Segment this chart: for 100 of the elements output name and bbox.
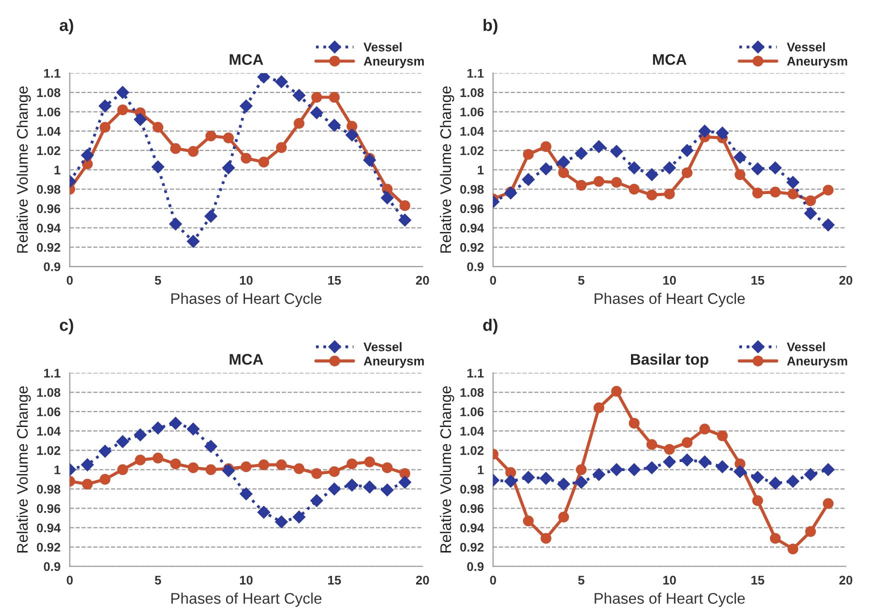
x-tick-label: 0 [490, 576, 496, 585]
point [328, 118, 341, 132]
x-axis-title: Phases of Heart Cycle [171, 592, 322, 607]
point [116, 86, 130, 99]
point [346, 128, 358, 142]
point [663, 161, 676, 174]
point [310, 494, 324, 508]
y-tick-label: 1.1 [467, 368, 484, 378]
y-tick-label: 1.08 [37, 388, 60, 397]
point [364, 456, 375, 468]
point [751, 162, 764, 176]
point [752, 495, 764, 506]
point [628, 418, 640, 429]
legend-label: Vessel [786, 42, 825, 52]
point [292, 88, 306, 102]
y-tick-label: 0.96 [460, 504, 484, 513]
point [294, 118, 304, 129]
y-tick-label: 0.94 [460, 224, 484, 232]
text: b) [484, 18, 498, 34]
point [770, 532, 781, 544]
point [80, 458, 94, 472]
point [540, 472, 552, 485]
x-axis-title: Phases of Heart Cycle [594, 592, 745, 607]
text: a) [60, 18, 74, 34]
y-tick-label: 0.98 [460, 184, 484, 194]
point [292, 510, 306, 524]
point [294, 463, 304, 474]
legend-label: Vessel [364, 342, 402, 352]
point [734, 150, 746, 164]
point [611, 176, 622, 188]
point [240, 487, 253, 500]
point [663, 455, 676, 468]
y-tick-label: 0.92 [460, 542, 484, 552]
y-tick-label: 0.9 [467, 262, 484, 272]
point [822, 184, 834, 196]
point [328, 466, 340, 477]
x-tick-label: 10 [240, 276, 253, 285]
x-tick-label: 5 [578, 576, 584, 585]
point [610, 145, 623, 158]
y-tick-label: 1.02 [37, 446, 60, 455]
legend-label: Vessel [364, 42, 402, 52]
y-tick-label: 1 [478, 466, 484, 474]
point [152, 160, 164, 174]
point [80, 148, 94, 162]
y-tick-label: 0.92 [36, 242, 60, 252]
y-axis-title: Relative Volume Change [440, 86, 454, 253]
point [734, 169, 746, 180]
point [786, 474, 800, 488]
x-tick-label: 15 [751, 576, 764, 585]
point [522, 148, 534, 160]
point [258, 459, 270, 470]
y-tick-label: 1.06 [460, 407, 484, 416]
point [398, 214, 412, 227]
y-tick-label: 0.92 [36, 542, 60, 552]
point [698, 124, 712, 138]
y-tick-label: 1.08 [460, 388, 484, 397]
y-tick-label: 1.06 [37, 108, 60, 116]
point [188, 462, 199, 474]
y-tick-label: 1.1 [44, 368, 60, 378]
point [646, 439, 658, 450]
point [328, 92, 340, 103]
point [170, 143, 181, 154]
y-axis-title: Relative Volume Change [16, 386, 31, 552]
point [117, 104, 128, 116]
point [680, 144, 694, 157]
y-tick-label: 1.04 [460, 126, 484, 136]
point [276, 459, 287, 470]
x-tick-label: 15 [328, 276, 341, 285]
point [822, 498, 834, 509]
point [716, 126, 729, 140]
point [751, 470, 764, 484]
point [346, 478, 358, 492]
point [398, 476, 412, 489]
x-tick-label: 15 [328, 576, 341, 585]
x-tick-label: 5 [578, 276, 584, 285]
point [557, 478, 570, 491]
y-tick-label: 1.04 [37, 426, 61, 436]
point [804, 468, 817, 481]
point [628, 184, 640, 195]
point [169, 416, 182, 430]
point [680, 454, 694, 466]
y-tick-label: 1.04 [37, 126, 61, 136]
point [275, 75, 288, 88]
point [522, 470, 535, 484]
point [363, 480, 376, 494]
y-tick-label: 1.06 [460, 108, 484, 116]
point [169, 218, 182, 230]
point [645, 461, 658, 474]
point [788, 544, 798, 554]
y-tick-label: 1.06 [37, 407, 60, 416]
point [134, 113, 147, 126]
point [152, 122, 164, 133]
x-tick-label: 5 [154, 576, 162, 585]
point [768, 476, 782, 490]
y-tick-label: 0.92 [460, 242, 484, 252]
point [805, 195, 816, 206]
point [592, 468, 606, 481]
y-tick-label: 0.9 [44, 562, 60, 572]
x-tick-label: 5 [154, 276, 162, 285]
point [611, 386, 622, 397]
